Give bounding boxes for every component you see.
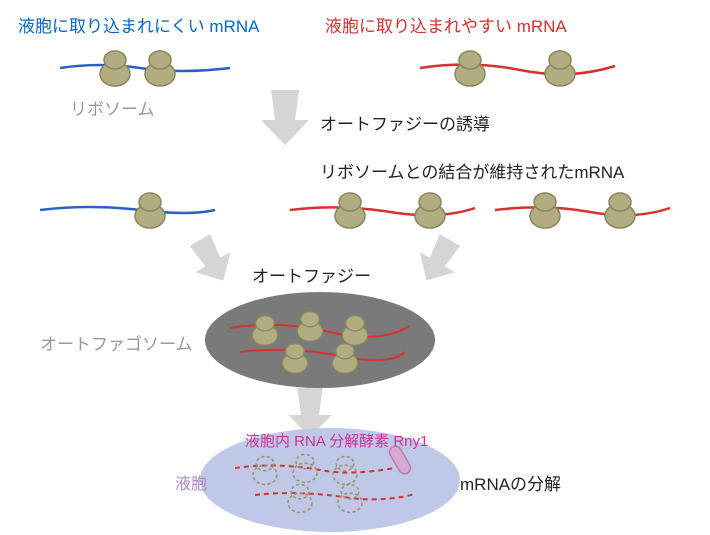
red-mrna-row2b: [495, 193, 670, 228]
label-rny1: 液胞内 RNA 分解酵素 Rny1: [245, 430, 428, 451]
label-vacuole: 液胞: [175, 470, 207, 494]
label-ribosome: リボソーム: [70, 95, 155, 120]
label-autophagosome: オートファゴソーム: [40, 330, 193, 355]
red-mrna-row2a: [290, 193, 475, 228]
label-autophagy-induction: オートファジーの誘導: [320, 110, 490, 135]
arrow-left-to-autophagosome: [182, 230, 241, 291]
arrow-right-to-autophagosome: [409, 230, 468, 291]
label-mrna-degradation: mRNAの分解: [460, 470, 561, 495]
red-mrna-top: [420, 51, 615, 86]
autophagosome: [205, 292, 435, 388]
label-ribosome-bound: リボソームとの結合が維持されたmRNA: [320, 158, 624, 183]
arrow-induction: [261, 90, 309, 145]
blue-mrna-row2: [40, 193, 215, 228]
label-top-left: 液胞に取り込まれにくい mRNA: [18, 12, 259, 37]
label-top-right: 液胞に取り込まれやすい mRNA: [325, 12, 567, 37]
blue-mrna-top: [60, 51, 230, 86]
label-autophagy: オートファジー: [252, 262, 371, 287]
